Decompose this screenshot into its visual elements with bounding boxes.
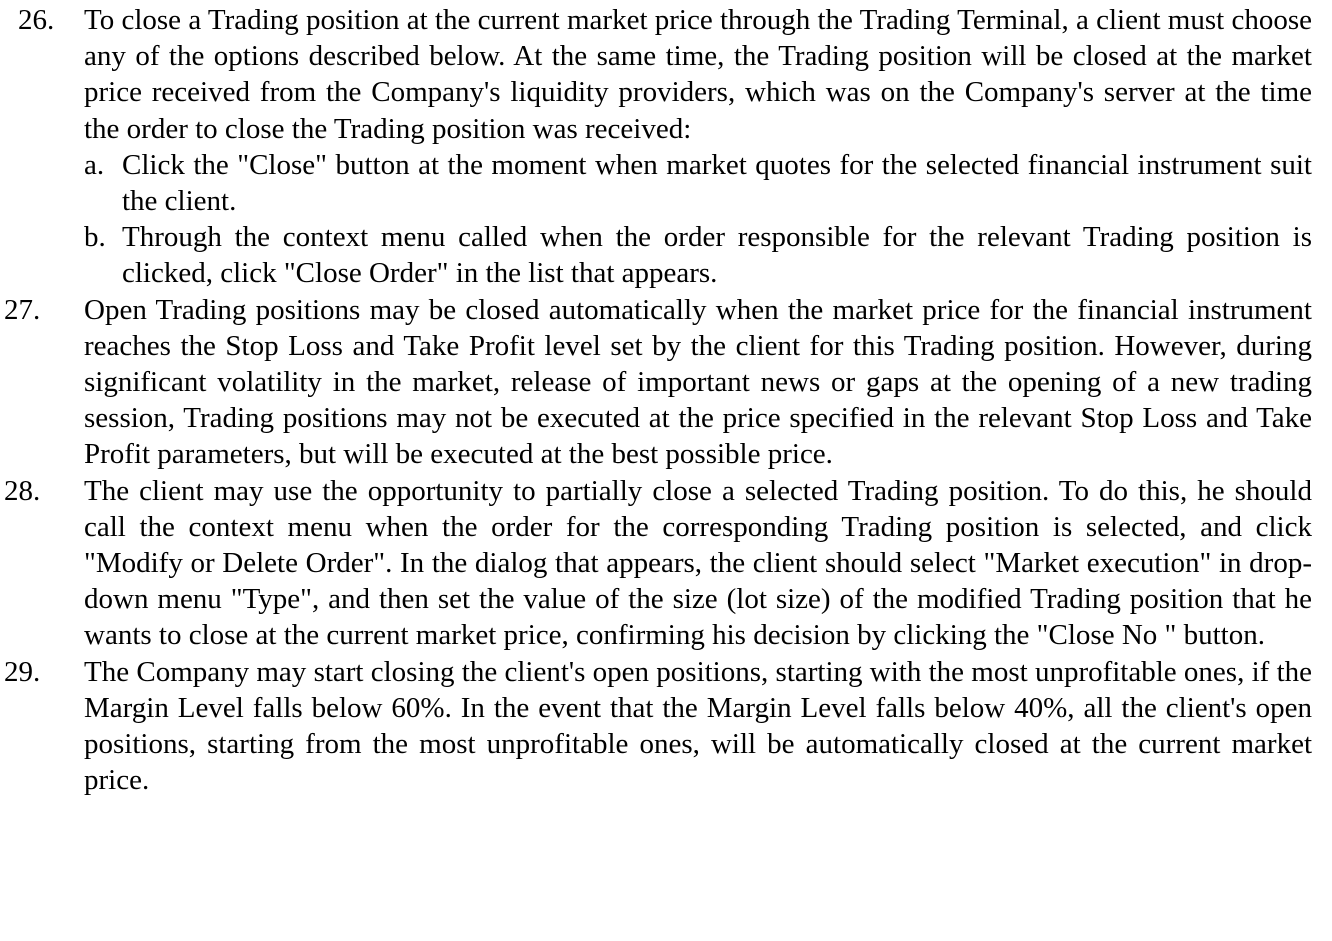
list-item: 27. Open Trading positions may be closed … <box>0 292 1312 473</box>
item-number: 27. <box>4 293 41 326</box>
list-item: 26. To close a Trading position at the cu… <box>0 2 1312 292</box>
sub-item-letter: a. <box>84 148 105 181</box>
sub-item-text: Click the "Close" button at the moment w… <box>122 148 1312 218</box>
item-number: 26. <box>18 4 55 36</box>
list-item: 29. The Company may start closing the cli… <box>0 654 1312 799</box>
document: 26. To close a Trading position at the cu… <box>0 2 1312 799</box>
item-text: The Company may start closing the client… <box>84 655 1312 797</box>
item-text: The client may use the opportunity to pa… <box>84 474 1312 652</box>
sub-item-letter: b. <box>84 221 106 254</box>
item-number: 29. <box>4 655 41 688</box>
sub-item-text: Through the context menu called when the… <box>122 221 1312 290</box>
list-item: 28. The client may use the opportunity to… <box>0 473 1312 654</box>
sub-item: b. Through the context menu called when t… <box>84 219 1312 291</box>
item-number: 28. <box>4 474 41 507</box>
item-text: To close a Trading position at the curre… <box>84 4 1312 145</box>
sub-item: a. Click the "Close" button at the moment… <box>84 147 1312 219</box>
item-text: Open Trading positions may be closed aut… <box>84 293 1312 471</box>
